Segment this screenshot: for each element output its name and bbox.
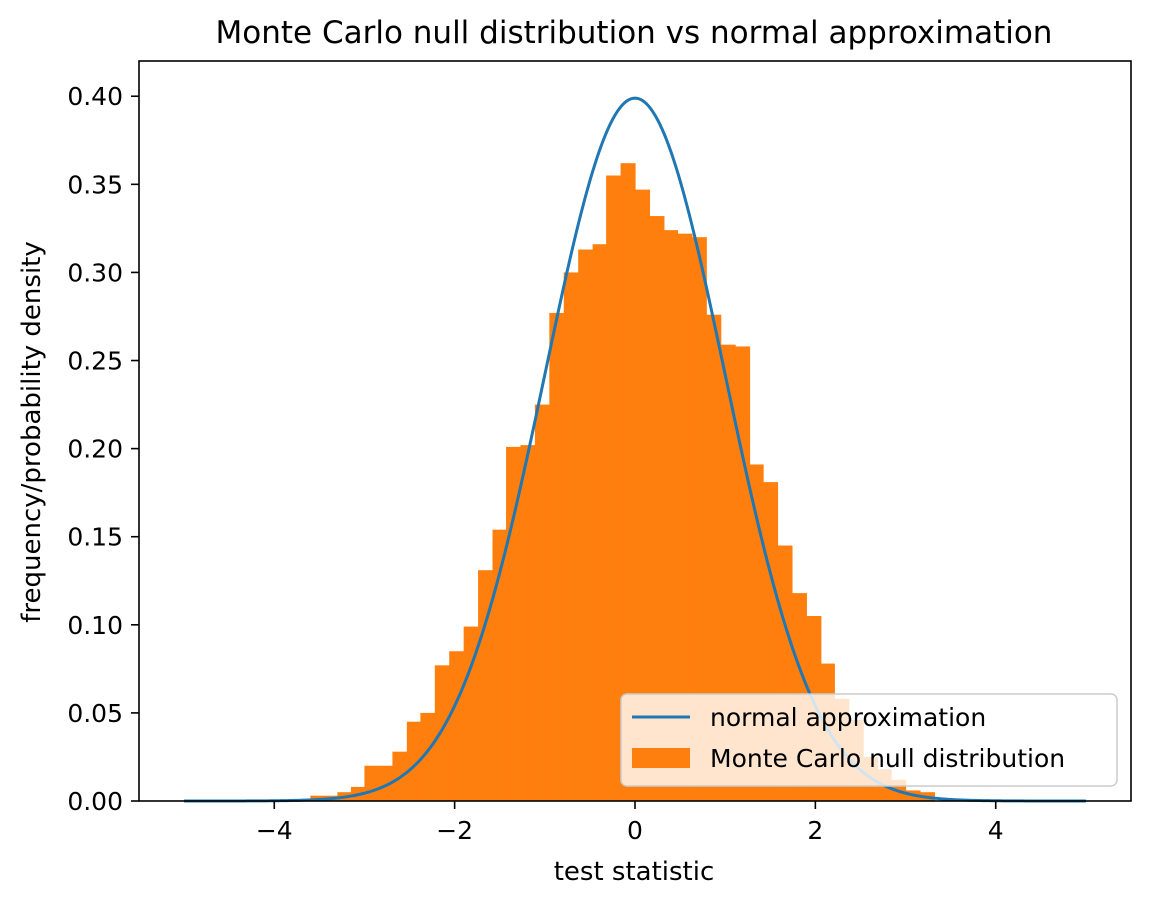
histogram-bar: [549, 312, 565, 801]
normal-approximation-line: [184, 96, 1086, 803]
histogram-bar: [606, 175, 622, 801]
histogram-bar: [434, 665, 450, 801]
histogram-bar: [364, 765, 379, 801]
legend-label-normal: normal approximation: [710, 703, 986, 732]
y-tick-label: 0.10: [67, 611, 123, 640]
histogram-bar: [492, 529, 507, 801]
histogram-bar: [563, 272, 579, 801]
legend-box: [620, 693, 1118, 787]
histogram-bar: [649, 216, 665, 802]
histogram-bar: [463, 626, 479, 801]
legend-label-monte-carlo: Monte Carlo null distribution: [710, 744, 1065, 773]
y-tick-label: 0.35: [67, 170, 123, 199]
x-tick-label: −2: [436, 816, 473, 845]
chart-title: Monte Carlo null distribution vs normal …: [216, 15, 1053, 51]
histogram-bars: [310, 163, 935, 802]
x-axis-label: test statistic: [554, 857, 715, 887]
y-tick-label: 0.00: [67, 787, 123, 816]
legend: normal approximation Monte Carlo null di…: [620, 693, 1118, 787]
histogram-bar: [449, 651, 465, 801]
histogram-bar: [592, 244, 607, 802]
y-tick-label: 0.30: [67, 258, 123, 287]
histogram-bar: [534, 404, 550, 801]
histogram-bar: [706, 314, 722, 801]
histogram-bar: [520, 445, 536, 801]
x-tick-label: −4: [256, 816, 293, 845]
x-tick-label: 2: [807, 816, 823, 845]
histogram-bar: [377, 765, 394, 801]
histogram-bar: [420, 712, 436, 801]
y-tick-label: 0.15: [67, 523, 123, 552]
histogram-bar: [735, 346, 751, 801]
histogram-bar: [663, 230, 678, 801]
x-tick-label: 0: [627, 816, 643, 845]
x-tick-label: 4: [988, 816, 1004, 845]
histogram-bar: [406, 721, 421, 801]
histogram-bar: [720, 344, 736, 801]
y-tick-label: 0.05: [67, 699, 123, 728]
y-tick-label: 0.40: [67, 82, 123, 111]
histogram-bar: [691, 237, 707, 801]
y-axis-label: frequency/probability density: [17, 241, 47, 622]
histogram-bar: [578, 249, 594, 801]
histogram-bar: [635, 189, 651, 801]
x-axis-ticks: −4 −2 0 2 4: [256, 801, 1004, 845]
histogram-bar: [620, 163, 636, 801]
histogram-bar: [478, 570, 494, 801]
y-axis-ticks: 0.00 0.05 0.10 0.15 0.20 0.25 0.30 0.35 0.40: [67, 82, 139, 816]
y-tick-label: 0.20: [67, 435, 123, 464]
y-tick-label: 0.25: [67, 347, 123, 376]
histogram-bar: [677, 233, 693, 802]
legend-patch-swatch: [632, 748, 690, 768]
